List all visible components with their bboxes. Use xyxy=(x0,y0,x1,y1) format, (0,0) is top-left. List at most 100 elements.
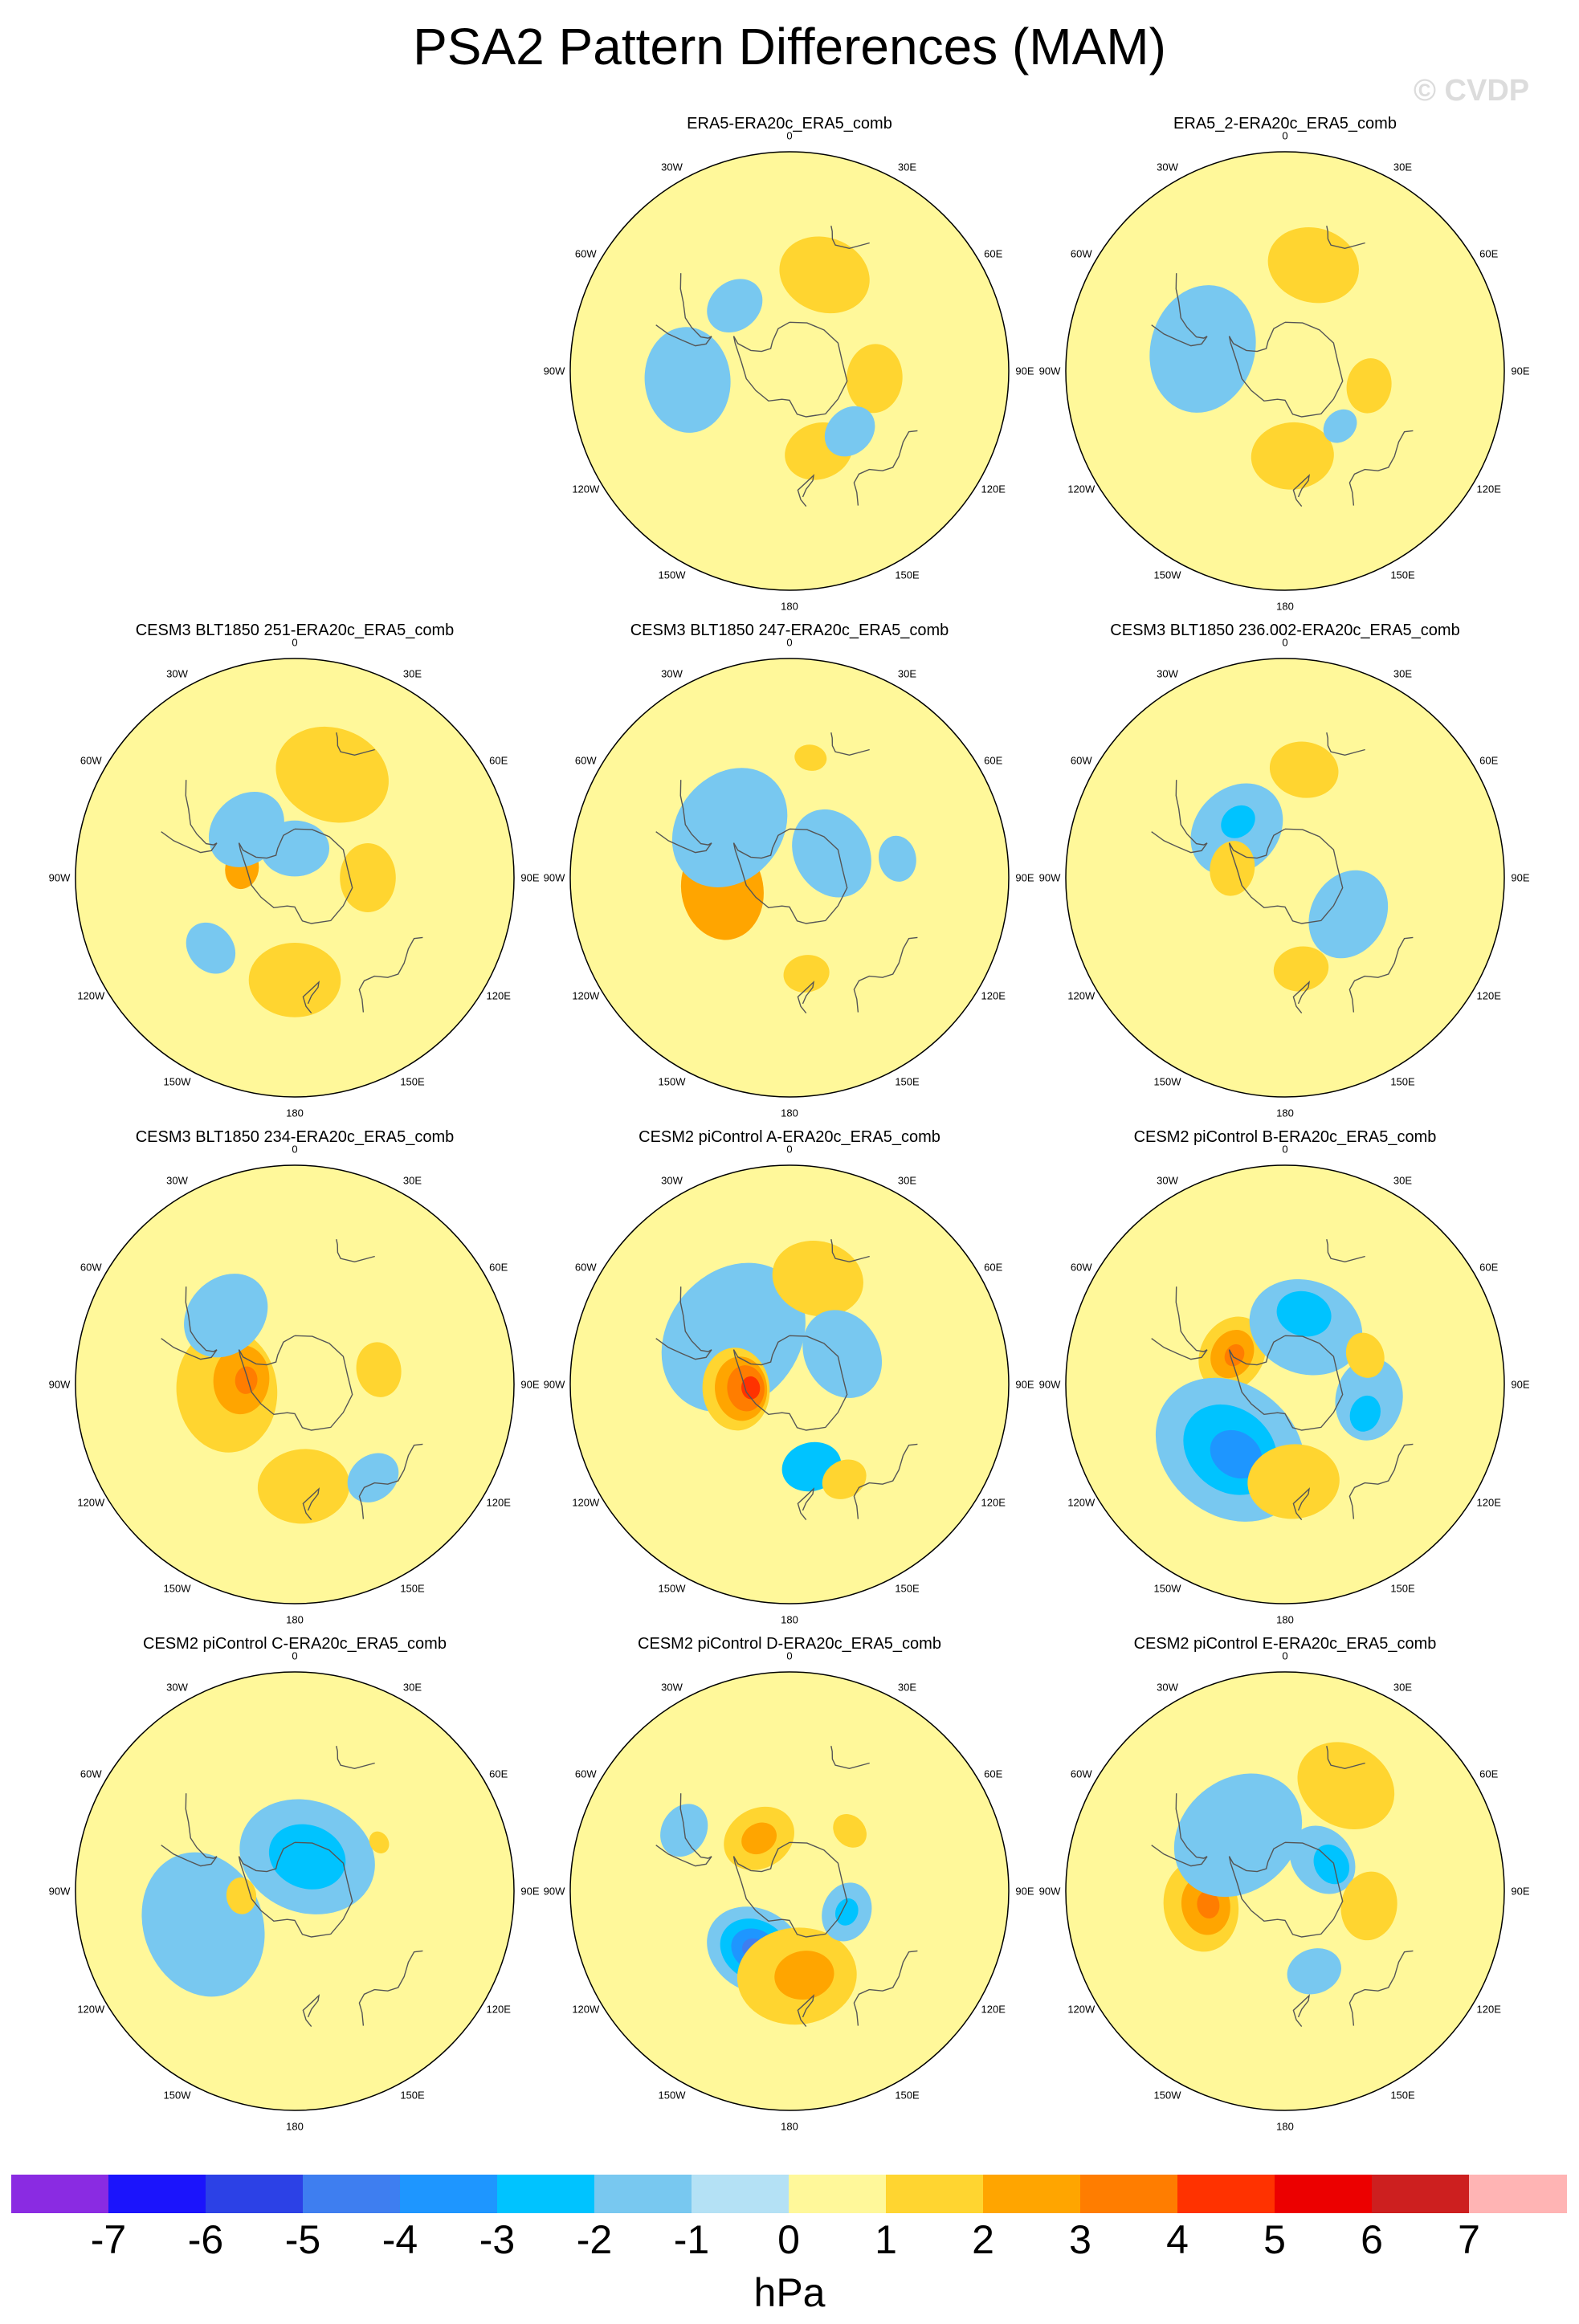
longitude-label: 90E xyxy=(520,871,540,884)
anomaly-contour xyxy=(707,279,763,333)
longitude-label: 30W xyxy=(1157,1174,1178,1187)
map-border xyxy=(1065,151,1505,591)
anomaly-contour xyxy=(1269,741,1339,798)
longitude-label: 90E xyxy=(1511,1378,1530,1391)
continent-coastline xyxy=(1348,1443,1414,1519)
continent-coastline xyxy=(1326,1239,1365,1263)
longitude-label: 60E xyxy=(984,247,1003,259)
longitude-label: 60W xyxy=(80,1261,102,1273)
longitude-label: 30W xyxy=(1157,667,1178,680)
map-border xyxy=(1065,658,1505,1098)
antarctica-coastline xyxy=(238,828,353,924)
anomaly-contour xyxy=(1345,1332,1385,1378)
map-border xyxy=(569,1671,1010,2111)
colorbar-tick-label: 1 xyxy=(875,2217,897,2262)
colorbar-tick-label: -3 xyxy=(479,2217,516,2262)
colorbar-swatch xyxy=(108,2175,206,2213)
longitude-label: 60W xyxy=(80,1767,102,1780)
longitude-label: 30E xyxy=(897,667,917,680)
anomaly-contour xyxy=(802,1310,883,1398)
anomaly-contour xyxy=(268,1824,346,1890)
longitude-label: 120W xyxy=(1067,483,1096,495)
continent-coastline xyxy=(1348,936,1414,1013)
anomaly-contour xyxy=(1297,1742,1395,1830)
longitude-label: 120W xyxy=(1067,989,1096,1001)
longitude-label: 60W xyxy=(1070,1261,1092,1273)
anomaly-contour xyxy=(1308,870,1389,959)
anomaly-contour xyxy=(779,236,870,314)
longitude-label: 30E xyxy=(402,1681,422,1694)
longitude-label: 120E xyxy=(981,1496,1006,1508)
longitude-label: 150W xyxy=(658,1075,686,1088)
longitude-label: 180 xyxy=(1276,1107,1294,1119)
anomaly-contour xyxy=(644,327,731,433)
longitude-label: 120E xyxy=(981,2003,1006,2015)
longitude-label: 30W xyxy=(661,667,683,680)
polar-map xyxy=(569,151,1010,591)
longitude-label: 150E xyxy=(1390,1582,1415,1595)
continent-coastline xyxy=(830,1746,870,1770)
colorbar-swatch xyxy=(303,2175,401,2213)
anomaly-contour xyxy=(1210,841,1255,896)
polar-map xyxy=(1065,151,1505,591)
continent-coastline xyxy=(1151,273,1208,347)
longitude-label: 30E xyxy=(402,1174,422,1187)
longitude-label: 30E xyxy=(1393,667,1413,680)
colorbar-tick-label: 2 xyxy=(972,2217,994,2262)
panel-title: CESM2 piControl B-ERA20c_ERA5_comb xyxy=(1133,1128,1437,1146)
longitude-label: 90E xyxy=(1015,1885,1034,1898)
map-background xyxy=(75,1165,514,1604)
longitude-label: 150E xyxy=(895,569,920,581)
polar-map xyxy=(75,1164,515,1604)
map-border xyxy=(75,1671,515,2111)
longitude-label: 30W xyxy=(1157,1681,1178,1694)
polar-map xyxy=(75,658,515,1098)
longitude-label: 150E xyxy=(895,1075,920,1088)
longitude-label: 60W xyxy=(1070,1767,1092,1780)
longitude-label: 120E xyxy=(1476,1496,1501,1508)
continent-coastline xyxy=(655,780,712,854)
longitude-label: 0 xyxy=(786,129,793,142)
longitude-label: 60E xyxy=(1479,1261,1499,1273)
longitude-label: 90E xyxy=(1015,871,1034,884)
antarctica-coastline xyxy=(238,1841,353,1938)
longitude-label: 120W xyxy=(572,483,600,495)
longitude-label: 150E xyxy=(1390,1075,1415,1088)
continent-coastline xyxy=(797,1487,815,1521)
longitude-label: 150W xyxy=(1153,1075,1181,1088)
colorbar-tick-label: 3 xyxy=(1069,2217,1091,2262)
longitude-label: 120W xyxy=(1067,1496,1096,1508)
colorbar-swatch xyxy=(886,2175,984,2213)
longitude-label: 150E xyxy=(400,2089,425,2102)
polar-map xyxy=(75,1671,515,2111)
longitude-label: 60E xyxy=(984,754,1003,766)
anomaly-contour xyxy=(1149,285,1256,413)
panel-title: CESM2 piControl D-ERA20c_ERA5_comb xyxy=(638,1635,941,1653)
antarctica-coastline xyxy=(1228,828,1344,924)
longitude-label: 150W xyxy=(1153,2089,1181,2102)
longitude-label: 60W xyxy=(574,1261,597,1273)
longitude-label: 0 xyxy=(786,636,793,649)
panel-title: CESM3 BLT1850 247-ERA20c_ERA5_comb xyxy=(630,622,949,639)
longitude-label: 120E xyxy=(981,989,1006,1001)
continent-coastline xyxy=(1292,474,1311,508)
anomaly-contour xyxy=(1349,1395,1381,1432)
anomaly-contour xyxy=(1221,805,1255,838)
longitude-label: 0 xyxy=(292,1649,298,1662)
longitude-label: 90E xyxy=(1511,365,1530,377)
longitude-label: 120W xyxy=(77,2003,105,2015)
panel-title: CESM2 piControl A-ERA20c_ERA5_comb xyxy=(639,1128,940,1146)
continent-coastline xyxy=(161,1286,218,1360)
continent-coastline xyxy=(1151,1286,1208,1360)
anomaly-contour xyxy=(260,820,329,877)
longitude-label: 120W xyxy=(572,2003,600,2015)
longitude-label: 90W xyxy=(48,1378,71,1391)
polar-map xyxy=(1065,658,1505,1098)
continent-coastline xyxy=(161,1793,218,1867)
anomaly-contour xyxy=(1340,1871,1397,1941)
anomaly-contour xyxy=(846,344,903,414)
colorbar-tick-label: -2 xyxy=(576,2217,613,2262)
continent-coastline xyxy=(1151,780,1208,854)
map-border xyxy=(569,151,1010,591)
longitude-label: 60E xyxy=(1479,247,1499,259)
